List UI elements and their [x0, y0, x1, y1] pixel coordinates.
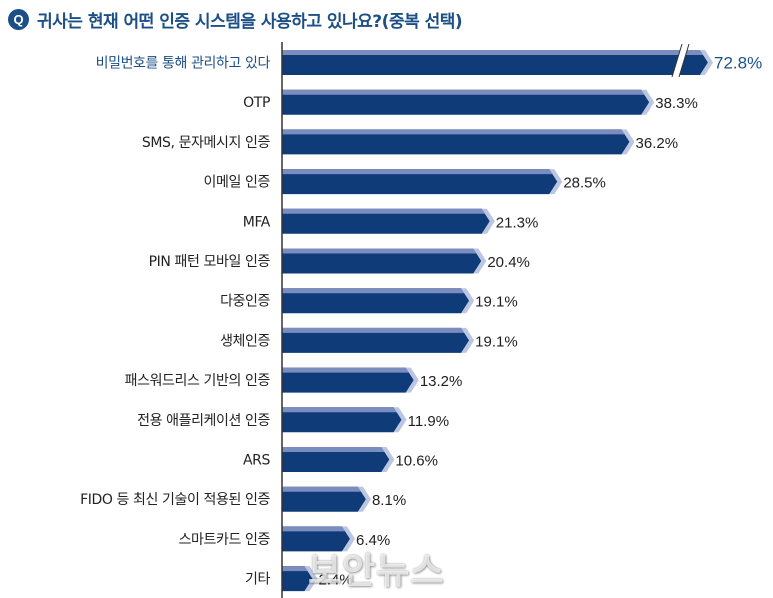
bar-top-band [282, 89, 645, 95]
bar-top-band [282, 248, 477, 254]
value-label: 72.8% [714, 54, 762, 73]
bar-group: 생체인증 19.1% [220, 327, 518, 353]
category-label: 스마트카드 인증 [179, 532, 271, 548]
value-label: 6.4% [356, 532, 390, 549]
axis-break-line [678, 43, 690, 78]
bar-top-band [282, 367, 410, 373]
bar [282, 327, 470, 353]
bar [282, 407, 402, 433]
value-label: 13.2% [420, 373, 463, 390]
bar-end-cap [549, 169, 563, 195]
category-label: PIN 패턴 모바일 인증 [149, 254, 271, 270]
bar-top-band [282, 50, 704, 55]
bar-group: FIDO 등 최신 기술이 적용된 인증 8.1% [80, 486, 406, 512]
category-label: MFA [243, 214, 271, 230]
bar-top-band [282, 407, 397, 413]
category-label: OTP [243, 95, 270, 111]
bar-group: 다중인증 19.1% [220, 288, 518, 314]
bar-end-cap [473, 248, 487, 274]
category-label: 전용 애플리케이션 인증 [137, 413, 270, 429]
watermark: 보안뉴스 [308, 551, 445, 592]
bar [282, 526, 351, 552]
bar-group: 기타 2.4% [245, 566, 353, 592]
category-label: FIDO 등 최신 기술이 적용된 인증 [80, 492, 270, 508]
category-label: SMS, 문자메시지 인증 [142, 135, 271, 151]
value-label: 11.9% [408, 413, 449, 430]
bar-end-cap [357, 486, 371, 512]
bar-end-cap [381, 447, 395, 472]
bar-top-band [282, 169, 553, 175]
title-row: Q 귀사는 현재 어떤 인증 시스템을 사용하고 있나요?(중복 선택) [8, 6, 463, 32]
bar [282, 169, 558, 195]
category-label: 다중인증 [220, 294, 270, 310]
bar [282, 50, 708, 75]
bar-end-cap [304, 566, 318, 592]
bar [282, 486, 366, 512]
bar-group: PIN 패턴 모바일 인증 20.4% [149, 248, 530, 274]
bar-end-cap [405, 367, 419, 393]
bar [282, 129, 630, 155]
bar [282, 367, 414, 393]
category-label: 생체인증 [220, 333, 270, 349]
bar-end-cap [481, 208, 495, 234]
category-label: 패스워드리스 기반의 인증 [125, 373, 271, 389]
category-label: 비밀번호를 통해 관리하고 있다 [96, 56, 271, 72]
category-label: 기타 [245, 572, 270, 588]
value-label: 21.3% [496, 214, 539, 231]
bar-top-band [282, 447, 385, 452]
value-label: 8.1% [372, 492, 406, 509]
category-label: ARS [243, 453, 271, 469]
axis-break-line [671, 43, 683, 78]
value-label: 28.5% [563, 175, 606, 192]
bars-layer: 비밀번호를 통해 관리하고 있다 72.8% OTP 38.3% SMS, 문자메시지 … [80, 43, 762, 592]
bar-top-band [282, 288, 465, 294]
chart-title: 귀사는 현재 어떤 인증 시스템을 사용하고 있나요?(중복 선택) [37, 11, 463, 32]
bar-group: ARS 10.6% [243, 447, 438, 472]
bar [282, 566, 313, 592]
bar [282, 89, 650, 115]
bar [282, 248, 482, 274]
bar-top-band [282, 208, 485, 214]
bar-end-cap [461, 288, 475, 314]
value-label: 2.4% [319, 572, 353, 589]
bar-top-band [282, 486, 362, 492]
bar-group: SMS, 문자메시지 인증 36.2% [142, 129, 679, 155]
value-label: 20.4% [487, 254, 530, 271]
bar-end-cap [621, 129, 635, 155]
value-label: 38.3% [655, 95, 698, 112]
bar-group: OTP 38.3% [243, 89, 698, 115]
bar-group: 전용 애플리케이션 인증 11.9% [137, 407, 449, 433]
bar-end-cap [393, 407, 407, 433]
bar-group: 패스워드리스 기반의 인증 13.2% [125, 367, 463, 393]
value-label: 36.2% [636, 135, 679, 152]
bar-top-band [282, 526, 346, 532]
bar-top-band [282, 327, 465, 333]
value-label: 19.1% [475, 294, 518, 311]
bar-end-cap [461, 327, 475, 353]
bar-group: 비밀번호를 통해 관리하고 있다 72.8% [96, 43, 762, 78]
axis-break-marker [672, 44, 689, 77]
bar-group: 스마트카드 인증 6.4% [179, 526, 390, 552]
bar-top-band [282, 129, 625, 135]
bar-group: MFA 21.3% [243, 208, 539, 234]
bar [282, 447, 390, 472]
value-label: 19.1% [475, 333, 518, 350]
bar [282, 208, 490, 234]
value-label: 10.6% [395, 453, 438, 470]
bar-end-cap [342, 526, 356, 552]
bar [282, 288, 470, 314]
bar-end-cap [641, 89, 655, 115]
bar-end-cap [700, 50, 713, 75]
bar-group: 이메일 인증 28.5% [204, 169, 606, 195]
category-label: 이메일 인증 [204, 175, 271, 191]
question-badge: Q [8, 8, 29, 30]
bar-top-band [282, 566, 308, 572]
